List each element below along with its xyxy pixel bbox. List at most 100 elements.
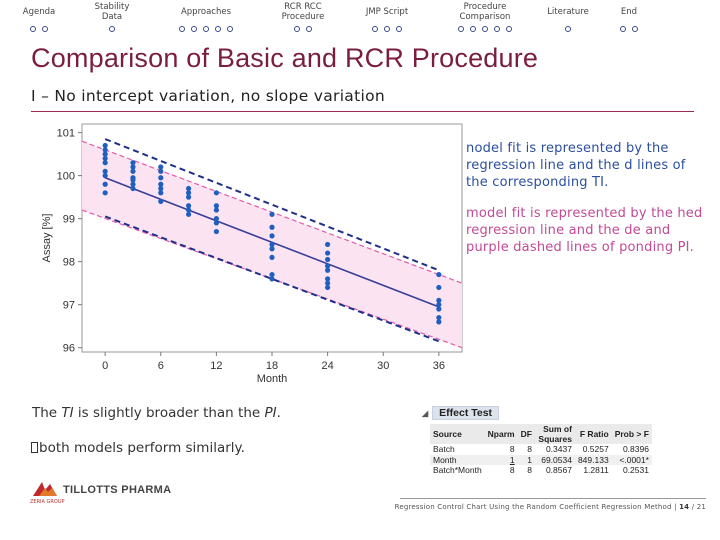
effect-test-title: Effect Test — [432, 406, 500, 420]
table-cell: 8 — [527, 465, 532, 475]
data-point — [185, 211, 192, 217]
table-cell: 69.0534 — [534, 454, 575, 465]
conclusion-text: both models perform similarly. — [39, 440, 245, 456]
nav-dot[interactable] — [458, 26, 464, 32]
data-point — [269, 254, 275, 260]
nav-section-literature[interactable]: Literature — [540, 0, 596, 44]
data-point — [269, 224, 275, 230]
nav-dot[interactable] — [396, 26, 402, 32]
title-divider — [31, 111, 694, 112]
nav-dot[interactable] — [227, 26, 233, 32]
data-point — [158, 168, 164, 174]
effect-test-panel: ◢ Effect Test Source Nparm DF Sum of Squ… — [422, 406, 698, 488]
data-point — [158, 181, 164, 187]
footer-divider — [400, 498, 706, 499]
data-point — [269, 271, 275, 278]
table-row: Month 1 1 69.0534 849.133 <.0001* — [430, 454, 652, 465]
nav-section-approaches[interactable]: Approaches — [163, 0, 249, 44]
nav-dot[interactable] — [306, 26, 312, 32]
page-subtitle: I – No intercept variation, no slope var… — [31, 87, 385, 105]
table-cell: 8 — [509, 465, 515, 475]
logo-group-text: ZERIA GROUP — [30, 499, 65, 505]
nav-dot[interactable] — [372, 26, 378, 32]
data-point — [102, 160, 108, 166]
note-end: . — [276, 405, 281, 421]
nav-section-rcr-rcc-procedure[interactable]: RCR RCC Procedure — [268, 0, 338, 44]
data-point — [158, 190, 164, 196]
nav-section-end[interactable]: End — [612, 0, 646, 44]
table-cell: 1.2811 — [583, 465, 609, 475]
rcr-model-description: model fit is represented by the hed regr… — [466, 206, 703, 255]
nav-dot[interactable] — [179, 26, 185, 32]
x-tick-label: 30 — [377, 360, 389, 372]
page-number: 14 — [679, 503, 690, 511]
y-tick-label: 98 — [63, 257, 75, 269]
data-point — [436, 271, 442, 278]
x-tick-label: 18 — [266, 360, 278, 372]
table-cell: 0.8567 — [545, 465, 572, 475]
nav-dot[interactable] — [565, 26, 571, 32]
nav-dot[interactable] — [506, 26, 512, 32]
table-cell: 1 — [484, 454, 518, 465]
data-point — [158, 198, 164, 205]
data-point — [102, 181, 108, 187]
nav-dot[interactable] — [215, 26, 221, 32]
effect-test-table: Source Nparm DF Sum of Squares F Ratio P… — [430, 424, 652, 476]
nav-label: JMP Script — [365, 7, 409, 17]
nav-dot[interactable] — [470, 26, 476, 32]
data-point — [158, 164, 164, 170]
data-point — [269, 276, 275, 282]
data-point — [130, 168, 136, 174]
nav-section-agenda[interactable]: Agenda — [14, 0, 64, 44]
footer: Regression Control Chart Using the Rando… — [395, 503, 706, 511]
x-axis-label: Month — [257, 373, 288, 385]
data-point — [436, 284, 442, 291]
x-tick-label: 36 — [433, 360, 445, 372]
data-point — [325, 263, 331, 269]
nav-section-procedure-comparison[interactable]: Procedure Comparison — [440, 0, 530, 44]
collapse-triangle-icon[interactable]: ◢ — [422, 408, 429, 418]
nav-dot[interactable] — [294, 26, 300, 32]
table-cell: 8 — [527, 444, 532, 454]
data-point — [325, 256, 331, 263]
nav-label: RCR RCC Procedure — [281, 2, 325, 22]
x-tick-label: 6 — [158, 360, 164, 372]
footer-title: Regression Control Chart Using the Rando… — [394, 503, 672, 511]
data-point — [325, 241, 331, 248]
table-row: Batch 8 8 0.3437 0.5257 0.8396 — [430, 444, 652, 455]
comparison-note: The TI is slightly broader than the PI. — [32, 405, 281, 421]
note-prefix: The — [32, 405, 62, 421]
col-header: Nparm — [484, 424, 518, 444]
data-point — [436, 302, 442, 308]
nav-dot[interactable] — [384, 26, 390, 32]
nav-dot[interactable] — [109, 26, 115, 32]
nav-dot[interactable] — [620, 26, 626, 32]
page-total: 21 — [696, 503, 706, 511]
data-point — [130, 181, 136, 187]
nav-dot[interactable] — [191, 26, 197, 32]
table-cell: 0.3437 — [545, 444, 572, 454]
y-tick-label: 101 — [57, 128, 75, 140]
pi-term: PI — [264, 405, 277, 421]
data-point — [185, 194, 192, 200]
data-point — [325, 250, 331, 256]
nav-section-jmp-script[interactable]: JMP Script — [356, 0, 418, 44]
data-point — [213, 203, 219, 209]
data-point — [102, 151, 108, 157]
data-point — [269, 211, 275, 217]
nav-dot[interactable] — [482, 26, 488, 32]
nav-dot[interactable] — [494, 26, 500, 32]
x-tick-label: 24 — [321, 360, 333, 372]
nav-label: Literature — [547, 7, 589, 17]
y-axis-label: Assay [%] — [41, 214, 53, 263]
nav-dot[interactable] — [42, 26, 48, 32]
y-tick-label: 97 — [63, 300, 75, 312]
missing-glyph-box — [31, 442, 38, 453]
nav-dot[interactable] — [632, 26, 638, 32]
data-point — [102, 173, 108, 179]
nav-dot[interactable] — [30, 26, 36, 32]
data-point — [130, 177, 136, 183]
nav-dot[interactable] — [203, 26, 209, 32]
data-point — [325, 267, 331, 273]
nav-section-stability-data[interactable]: Stability Data — [86, 0, 138, 44]
